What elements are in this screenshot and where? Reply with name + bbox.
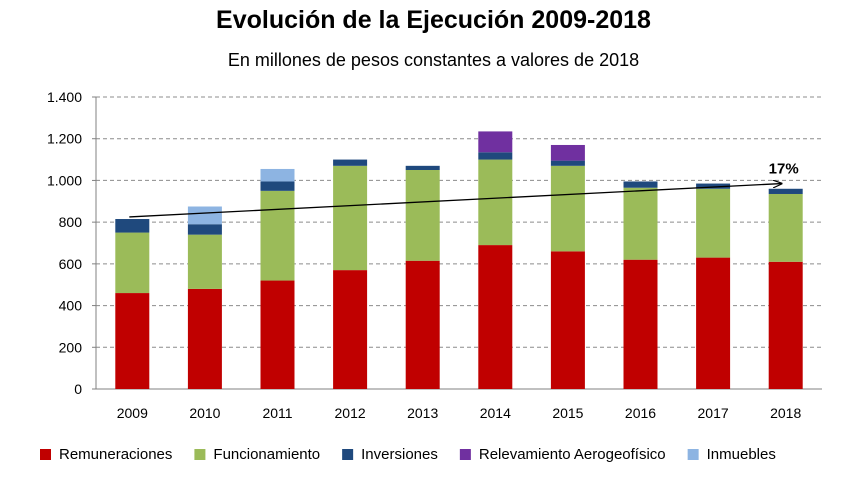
legend-label: Relevamiento Aerogeofísico [479, 446, 666, 463]
bar-segment-inversiones [405, 165, 440, 170]
bar-segment-remuneraciones [478, 245, 513, 389]
bar-segment-funcionamiento [187, 234, 222, 289]
bar-segment-remuneraciones [405, 260, 440, 389]
x-tick-label: 2014 [480, 405, 511, 421]
y-tick-label: 1.200 [47, 131, 82, 147]
bar-segment-funcionamiento [333, 165, 368, 271]
bar-segment-remuneraciones [696, 257, 731, 389]
bar-segment-funcionamiento [115, 232, 150, 294]
legend-swatch [342, 449, 354, 460]
trend-arrow [129, 184, 781, 218]
legend-label: Remuneraciones [59, 446, 172, 463]
bar-segment-remuneraciones [187, 288, 222, 389]
y-tick-label: 1.000 [47, 172, 82, 188]
chart-title: Evolución de la Ejecución 2009-2018 [216, 6, 651, 34]
bar-segment-funcionamiento [478, 159, 513, 246]
bar-segment-remuneraciones [623, 259, 658, 389]
bar-segment-inversiones [478, 152, 513, 160]
x-tick-label: 2011 [262, 405, 292, 421]
legend-swatch [459, 449, 471, 460]
x-tick-label: 2017 [698, 405, 729, 421]
bar-segment-inmuebles [260, 168, 295, 182]
bar-segment-inmuebles [187, 206, 222, 225]
bar-segment-funcionamiento [550, 165, 585, 252]
bar-segment-inversiones [696, 183, 731, 189]
bar-segment-inversiones [623, 181, 658, 188]
y-tick-label: 1.400 [47, 89, 82, 105]
bar-segment-funcionamiento [405, 170, 440, 261]
bar-segment-funcionamiento [768, 193, 803, 262]
bar-segment-inversiones [260, 181, 295, 191]
y-tick-label: 200 [59, 339, 83, 355]
bar-segment-relevamiento-aerogeof-sico [478, 131, 513, 153]
bar-segment-remuneraciones [115, 293, 150, 389]
legend-label: Inversiones [361, 446, 438, 463]
bar-segment-inversiones [550, 160, 585, 166]
bar-segment-funcionamiento [696, 188, 731, 258]
bar-segment-relevamiento-aerogeof-sico [550, 144, 585, 161]
x-tick-label: 2012 [335, 405, 366, 421]
legend-label: Inmuebles [707, 446, 776, 463]
x-tick-label: 2016 [625, 405, 656, 421]
bar-segment-funcionamiento [260, 190, 295, 281]
bar-segment-remuneraciones [260, 280, 295, 389]
x-tick-label: 2010 [189, 405, 220, 421]
bar-segment-remuneraciones [333, 270, 368, 389]
x-tick-label: 2015 [552, 405, 583, 421]
bar-segment-funcionamiento [623, 187, 658, 260]
x-tick-label: 2009 [117, 405, 148, 421]
chart-subtitle: En millones de pesos constantes a valore… [227, 50, 640, 70]
bar-segment-inversiones [768, 188, 803, 194]
y-tick-label: 800 [59, 214, 83, 230]
bar-segment-inversiones [333, 159, 368, 166]
legend-swatch [194, 449, 206, 460]
y-tick-label: 600 [59, 256, 83, 272]
bar-segment-remuneraciones [768, 261, 803, 389]
y-tick-label: 0 [74, 381, 82, 397]
bar-segment-remuneraciones [550, 251, 585, 389]
legend-label: Funcionamiento [213, 446, 320, 463]
legend-swatch [687, 449, 699, 460]
x-tick-label: 2013 [407, 405, 438, 421]
bar-segment-inversiones [115, 219, 150, 233]
y-tick-label: 400 [59, 298, 83, 314]
bar-segment-inversiones [187, 224, 222, 235]
x-tick-label: 2018 [770, 405, 801, 421]
legend-swatch [40, 449, 51, 460]
trend-label: 17% [769, 161, 799, 178]
